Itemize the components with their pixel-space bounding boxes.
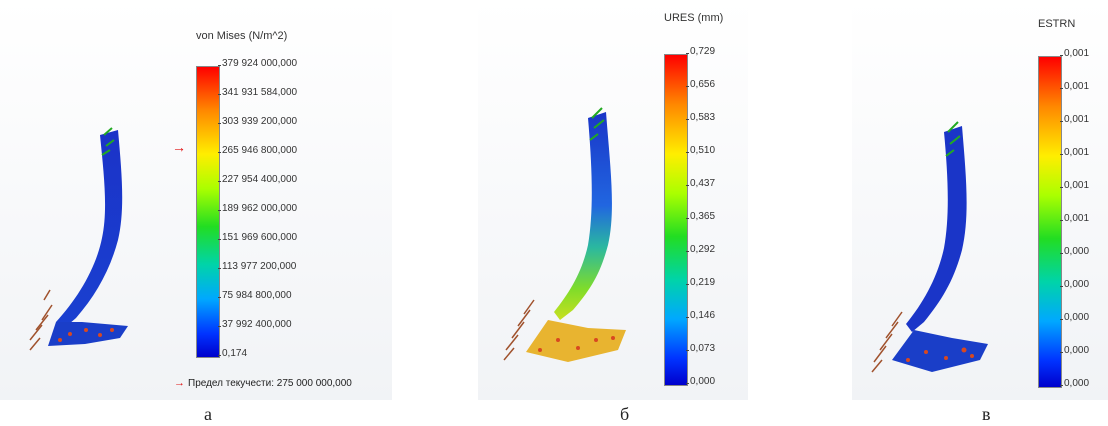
tick-label: 0,001 xyxy=(1059,180,1090,191)
tick-label: 113 977 200,000 xyxy=(217,261,297,272)
tick-label: 0,365 xyxy=(685,211,716,222)
legend-title: von Mises (N/m^2) xyxy=(196,30,288,42)
tick-label: 0,000 xyxy=(1059,246,1090,257)
caption-a: а xyxy=(204,404,212,424)
tick-label: 379 924 000,000 xyxy=(217,58,298,69)
tick-label: 0,001 xyxy=(1059,48,1090,59)
legend-title: URES (mm) xyxy=(664,12,724,24)
tick-label: 0,729 xyxy=(685,46,716,57)
tick-label: 227 954 400,000 xyxy=(217,174,298,185)
caption-c: в xyxy=(982,404,991,424)
tick-label: 0,000 xyxy=(1059,345,1090,356)
plow-model-displacement xyxy=(503,107,626,362)
tick-label: 341 931 584,000 xyxy=(217,87,298,98)
tick-label: 189 962 000,000 xyxy=(217,203,298,214)
caption-b: б xyxy=(620,404,630,424)
colorbar xyxy=(664,54,688,386)
load-arrows xyxy=(871,311,903,373)
tick-label: 0,000 xyxy=(685,376,716,387)
tick-label: 0,510 xyxy=(685,145,716,156)
tick-label: 0,292 xyxy=(685,244,716,255)
tick-label: 0,656 xyxy=(685,79,716,90)
viewport-background xyxy=(852,0,1108,400)
panel-von-mises: von Mises (N/m^2) 379 924 000,000 341 931… xyxy=(0,0,392,400)
yield-limit-label: Предел текучести: 275 000 000,000 xyxy=(188,378,352,389)
legend-title: ESTRN xyxy=(1038,18,1076,30)
tick-label: 0,219 xyxy=(685,277,716,288)
fixture-arrows xyxy=(589,107,605,141)
yield-limit-marker-icon: → xyxy=(172,139,186,155)
tick-label: 0,146 xyxy=(685,310,716,321)
load-arrows xyxy=(29,289,53,351)
tick-label: 0,001 xyxy=(1059,114,1090,125)
load-arrows xyxy=(503,299,535,361)
fixture-arrows xyxy=(945,121,961,157)
plow-model-stress xyxy=(29,127,128,351)
tick-label: 0,000 xyxy=(1059,312,1090,323)
tick-label: 0,000 xyxy=(1059,279,1090,290)
tick-label: 37 992 400,000 xyxy=(218,319,292,330)
tick-label: 75 984 800,000 xyxy=(218,290,292,301)
colorbar xyxy=(196,66,220,358)
tick-label: 0,583 xyxy=(685,112,716,123)
tick-label: 0,000 xyxy=(1059,378,1090,389)
colorbar xyxy=(1038,56,1062,388)
tick-label: 0,001 xyxy=(1059,147,1090,158)
tick-label: 303 939 200,000 xyxy=(217,116,298,127)
tick-label: 0,174 xyxy=(217,348,248,359)
plow-model-strain xyxy=(871,121,988,373)
arrow-right-icon: → xyxy=(174,377,185,389)
yield-limit-note: → Предел текучести: 275 000 000,000 xyxy=(174,377,352,389)
tick-label: 0,001 xyxy=(1059,81,1090,92)
tick-label: 151 969 600,000 xyxy=(217,232,298,243)
panel-displacement: URES (mm) 0,729 0,656 0,583 0,510 0,437 0,365… xyxy=(478,0,748,400)
tick-label: 0,001 xyxy=(1059,213,1090,224)
panel-strain: ESTRN 0,001 0,001 0,001 0,001 0,001 0,001 0,00… xyxy=(852,0,1108,400)
tick-label: 0,073 xyxy=(685,343,716,354)
tick-label: 265 946 800,000 xyxy=(217,145,298,156)
tick-label: 0,437 xyxy=(685,178,716,189)
fixture-arrows xyxy=(101,127,115,156)
